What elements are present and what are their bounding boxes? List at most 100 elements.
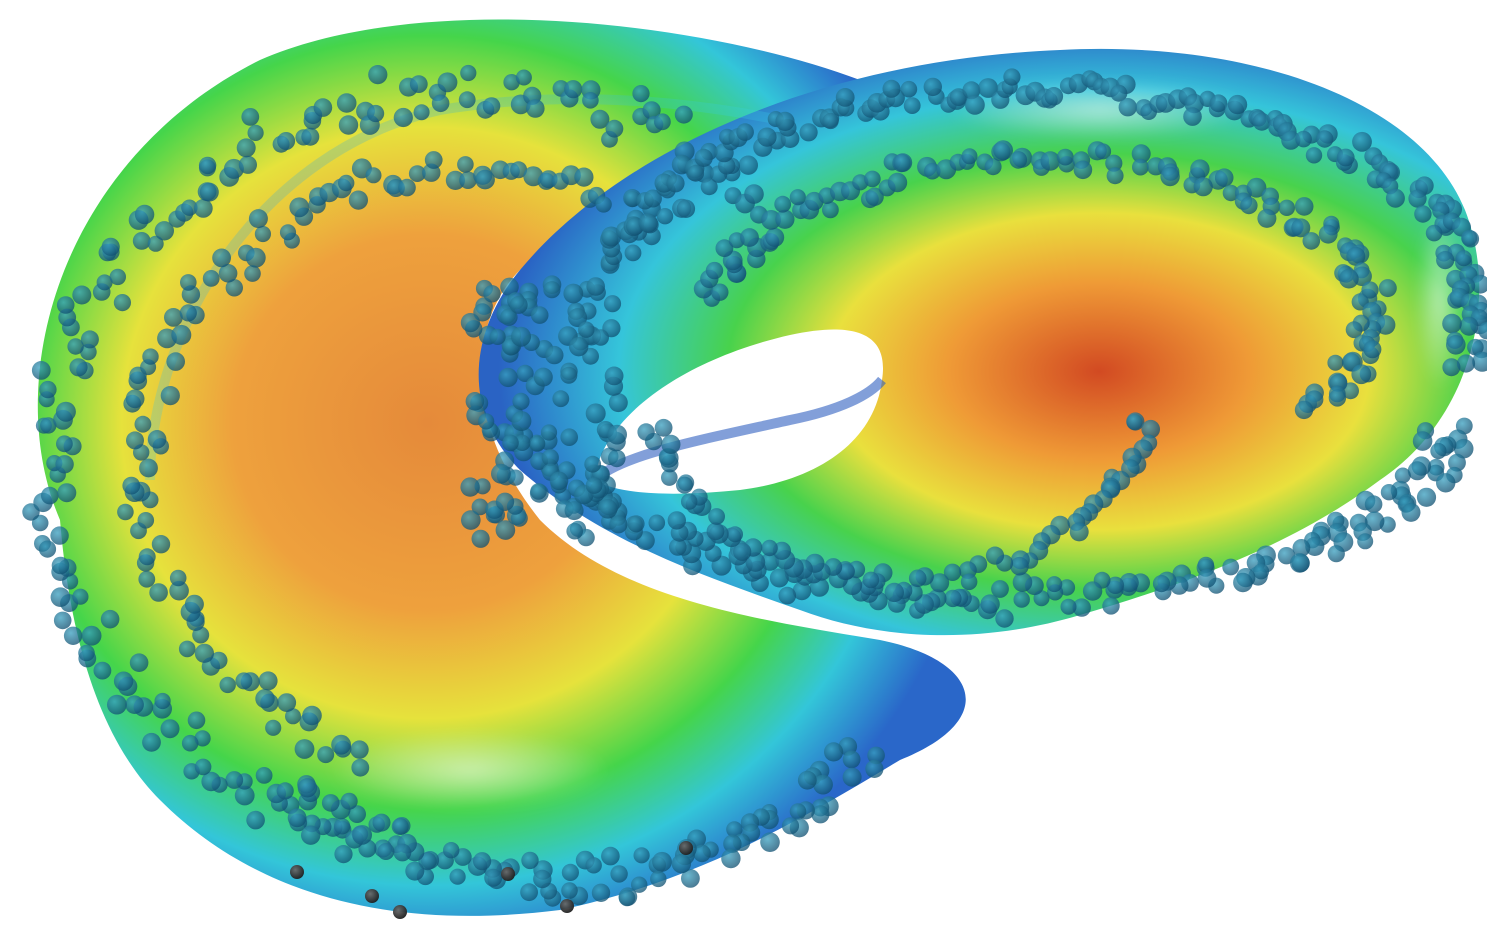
sample-point xyxy=(980,594,1000,614)
sample-point xyxy=(1118,98,1138,117)
sample-point xyxy=(1227,94,1248,115)
sample-point xyxy=(1327,545,1345,563)
sample-point xyxy=(654,418,673,437)
sample-point xyxy=(1222,184,1240,202)
sample-point xyxy=(560,428,578,447)
sample-point xyxy=(502,434,519,452)
sample-point xyxy=(498,367,518,388)
sample-point xyxy=(348,190,368,210)
sample-point xyxy=(471,498,489,516)
sample-point xyxy=(633,847,650,864)
sample-point xyxy=(1240,196,1258,215)
sample-point xyxy=(1471,274,1487,294)
sample-point xyxy=(445,170,465,190)
sample-point xyxy=(38,540,57,558)
sample-point xyxy=(561,882,578,899)
sample-point xyxy=(100,609,120,629)
sample-point xyxy=(705,261,724,280)
sample-point xyxy=(500,277,519,297)
sample-point xyxy=(774,195,792,213)
sample-point xyxy=(254,225,271,243)
sample-point xyxy=(1305,536,1325,557)
sample-point xyxy=(1461,230,1480,248)
sample-point xyxy=(552,390,570,408)
sample-point xyxy=(181,199,198,216)
sample-point xyxy=(465,392,485,411)
sample-point xyxy=(107,694,127,715)
sample-point xyxy=(55,401,76,422)
sample-point xyxy=(609,515,628,534)
sample-point xyxy=(740,228,759,247)
sample-point xyxy=(943,563,962,581)
sample-point xyxy=(584,455,602,473)
sample-point xyxy=(1425,224,1443,242)
sample-point xyxy=(578,321,595,338)
sample-point xyxy=(566,522,583,540)
sample-point xyxy=(738,155,758,175)
sample-point xyxy=(449,868,466,885)
sample-point xyxy=(666,174,685,193)
sample-point xyxy=(169,569,187,587)
sample-point xyxy=(50,526,69,545)
sample-point xyxy=(509,295,528,314)
sample-point xyxy=(482,97,501,115)
sample-point xyxy=(149,583,168,602)
sample-point xyxy=(789,189,806,206)
sample-point xyxy=(1106,576,1125,594)
sample-point xyxy=(721,848,741,869)
sample-point xyxy=(489,328,506,345)
sample-point xyxy=(471,529,490,548)
sample-point xyxy=(276,782,294,800)
sample-point xyxy=(884,582,904,603)
sample-point xyxy=(908,569,927,588)
sample-point xyxy=(368,65,388,85)
sample-point xyxy=(491,463,511,484)
sample-point xyxy=(340,792,358,810)
sample-point xyxy=(460,64,477,82)
sample-point xyxy=(1131,144,1151,164)
sample-point xyxy=(279,224,297,241)
sample-point xyxy=(1328,389,1347,407)
sample-point xyxy=(138,548,156,566)
sample-point xyxy=(219,676,236,694)
sample-point xyxy=(789,803,807,820)
sample-point xyxy=(255,689,275,709)
sample-point xyxy=(1233,572,1253,593)
sample-point xyxy=(597,499,618,519)
sample-point xyxy=(799,123,818,142)
sample-point xyxy=(529,435,546,452)
sample-point xyxy=(1102,597,1120,615)
sample-point xyxy=(391,818,409,835)
sample-point xyxy=(1069,522,1089,542)
sample-point xyxy=(297,778,318,798)
sample-point xyxy=(603,295,622,313)
sample-point xyxy=(669,538,687,556)
sample-point xyxy=(138,570,156,588)
sample-point xyxy=(248,209,268,229)
sample-point xyxy=(365,889,379,903)
sample-point xyxy=(960,573,978,591)
sample-point xyxy=(563,283,584,304)
sample-point xyxy=(1292,539,1311,557)
sample-point xyxy=(1364,495,1383,513)
sample-point xyxy=(1394,467,1411,484)
sample-point xyxy=(503,74,520,91)
sample-point xyxy=(501,867,515,881)
sample-point xyxy=(1060,598,1077,615)
sample-point xyxy=(495,520,516,540)
sample-point xyxy=(301,825,321,845)
sample-point xyxy=(775,209,795,229)
sample-point xyxy=(393,107,413,128)
sample-point xyxy=(1197,568,1217,588)
sample-point xyxy=(1385,188,1405,208)
sample-point xyxy=(1009,151,1028,169)
sample-point xyxy=(244,265,261,282)
sample-point xyxy=(1414,205,1432,223)
sample-point xyxy=(109,268,127,286)
sample-point xyxy=(993,140,1013,161)
sample-point xyxy=(569,337,589,357)
sample-point xyxy=(484,868,503,887)
sample-point xyxy=(585,857,602,874)
sample-point xyxy=(67,338,84,355)
sample-point xyxy=(55,455,74,474)
